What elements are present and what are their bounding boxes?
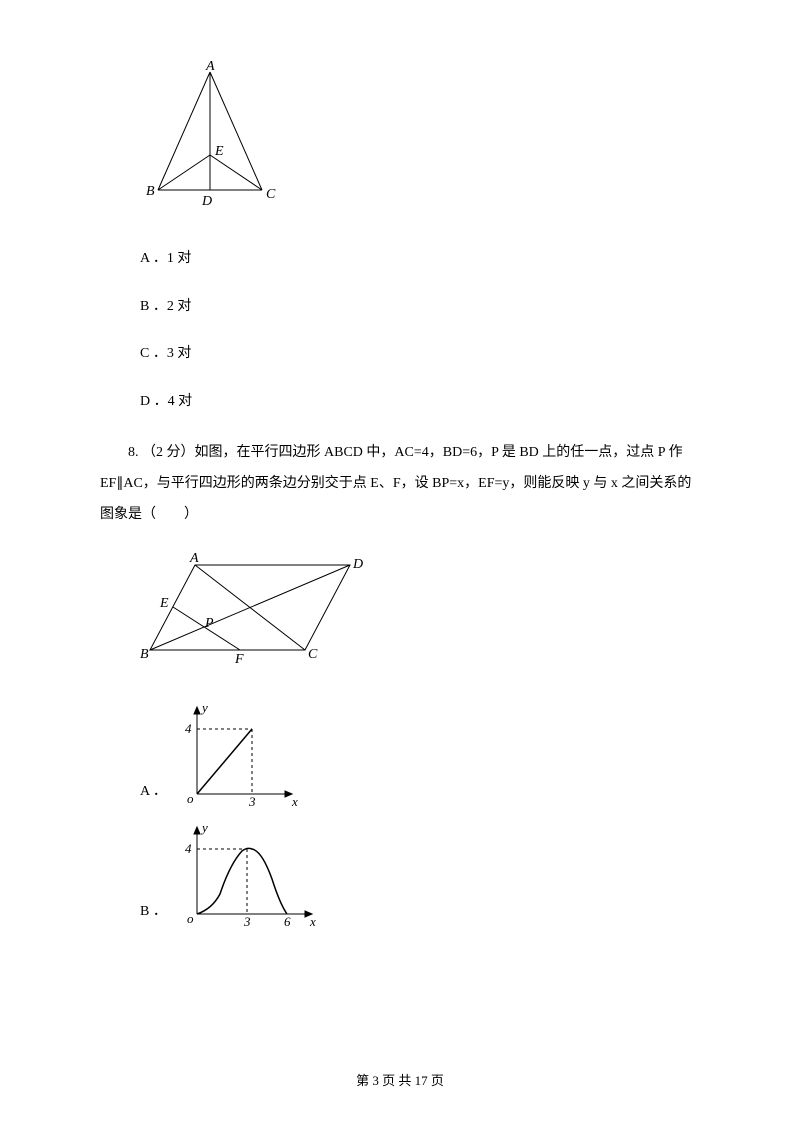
xtick1-B: 3: [243, 914, 251, 929]
xlabel-A: x: [291, 794, 298, 809]
xlabel-B: x: [309, 914, 316, 929]
q8-optB-label: B ．: [140, 901, 167, 923]
ylabel-A: y: [200, 700, 208, 715]
q8-option-A[interactable]: A ． y x 4 3 o: [140, 699, 700, 809]
ylabel-B: y: [200, 820, 208, 835]
q7-option-D[interactable]: D ．4 对: [140, 391, 700, 413]
label-A2: A: [189, 551, 199, 566]
graph-A: y x 4 3 o: [172, 699, 302, 809]
xtick2-B: 6: [284, 914, 291, 929]
q8-optA-label: A ．: [140, 781, 167, 803]
label-E: E: [214, 144, 224, 159]
label-A: A: [205, 60, 215, 74]
q8-text: 8. （2 分）如图，在平行四边形 ABCD 中，AC=4，BD=6，P 是 B…: [100, 438, 700, 530]
label-B2: B: [140, 647, 149, 662]
triangle-diagram: A B C D E: [140, 60, 280, 215]
label-C: C: [266, 187, 276, 202]
q7-option-A[interactable]: A ．1 对: [140, 248, 700, 270]
xtick-A: 3: [248, 794, 256, 809]
q7-option-C[interactable]: C ．3 对: [140, 343, 700, 365]
label-D2: D: [352, 557, 363, 572]
label-P: P: [204, 616, 214, 631]
ytick-B: 4: [185, 841, 192, 856]
origin-B: o: [187, 911, 194, 926]
label-F2: F: [234, 652, 244, 665]
page-footer: 第 3 页 共 17 页: [100, 1071, 700, 1092]
parallelogram-diagram: A D C B E F P: [140, 550, 370, 665]
label-C2: C: [308, 647, 318, 662]
q7-option-B[interactable]: B ．2 对: [140, 296, 700, 318]
q7-figure: A B C D E: [140, 60, 700, 223]
label-B: B: [146, 184, 155, 199]
label-D: D: [201, 194, 212, 209]
origin-A: o: [187, 791, 194, 806]
ytick-A: 4: [185, 721, 192, 736]
graph-B: y x 4 3 6 o: [172, 819, 322, 929]
q8-figure: A D C B E F P: [140, 550, 700, 673]
label-E2: E: [159, 596, 169, 611]
q8-option-B[interactable]: B ． y x 4 3 6 o: [140, 819, 700, 929]
